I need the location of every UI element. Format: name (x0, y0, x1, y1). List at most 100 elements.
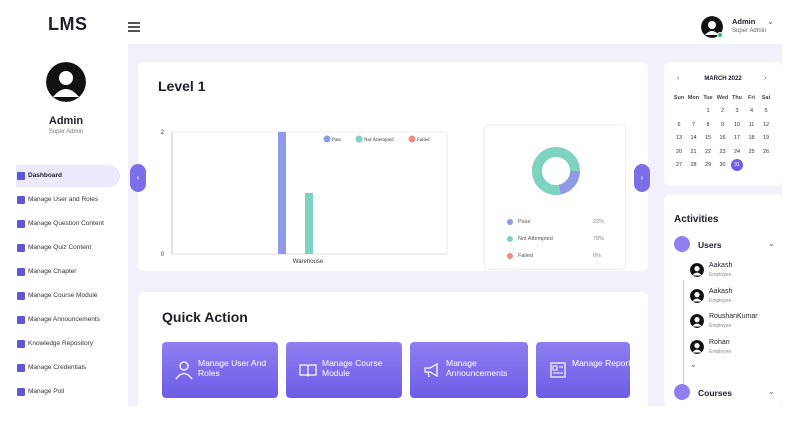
sidebar-item-manage-user-and-roles[interactable]: Manage User and Roles (16, 189, 120, 211)
avatar (690, 339, 704, 354)
sidebar-item-label: Manage Quiz Content (28, 244, 92, 251)
legend-label: Failed (518, 253, 533, 259)
calendar-weekday: Thu (731, 95, 743, 101)
donut-slice-not-attempted (532, 147, 580, 195)
calendar-day[interactable]: 15 (704, 135, 712, 141)
calendar-day[interactable]: 6 (677, 121, 681, 128)
calendar-day[interactable]: 29 (704, 162, 712, 168)
calendar-day[interactable]: 14 (690, 135, 697, 141)
calendar-day[interactable]: 7 (691, 121, 696, 128)
user-role: Employee (709, 323, 732, 329)
courses-icon (674, 384, 690, 400)
nav-icon (17, 172, 25, 180)
donut-chart-panel: Pass 22% Not Attempted 78% Failed 0% (484, 124, 626, 270)
activity-user-item[interactable]: Aakash Employee (690, 260, 780, 280)
calendar-day[interactable]: 25 (748, 148, 755, 155)
calendar-day[interactable]: 23 (719, 148, 726, 155)
legend-label: Failed (417, 138, 430, 143)
profile-name: Admin (48, 115, 84, 127)
sidebar-item-knowledge-repository[interactable]: Knowledge Repository (16, 333, 120, 355)
calendar-day[interactable]: 16 (719, 135, 726, 141)
sidebar-item-manage-announcements[interactable]: Manage Announcements (16, 309, 120, 331)
manage-course-module-button[interactable]: Manage Course Module (286, 342, 402, 398)
avatar (690, 314, 704, 328)
chevron-down-icon[interactable]: ⌄ (768, 387, 775, 396)
calendar-day[interactable]: 3 (735, 108, 739, 114)
nav-icon (17, 268, 25, 276)
calendar-day[interactable]: 21 (690, 148, 697, 155)
legend-percent: 78% (593, 236, 605, 242)
app-logo: LMS (48, 14, 88, 34)
activity-user-item[interactable]: RoushanKumar Employee (690, 311, 780, 331)
calendar-day[interactable]: 24 (733, 148, 741, 155)
calendar-day[interactable]: 10 (733, 121, 741, 128)
calendar-day[interactable]: 18 (748, 135, 755, 141)
legend-percent: 22% (593, 219, 605, 225)
calendar-day[interactable]: 17 (733, 135, 741, 141)
y-tick-label: 0 (161, 252, 165, 258)
sidebar-item-label: Dashboard (28, 172, 62, 179)
calendar-day[interactable]: 5 (764, 108, 768, 114)
expand-more-icon[interactable]: ⌄ (690, 360, 697, 369)
courses-section-label[interactable]: Courses (698, 388, 733, 398)
user-role: Super Admin (732, 28, 767, 34)
sidebar-item-dashboard[interactable]: Dashboard (16, 165, 120, 187)
donut-slice-pass (558, 170, 580, 195)
calendar-day[interactable]: 27 (675, 162, 683, 168)
calendar-day[interactable]: 19 (762, 135, 770, 141)
sidebar-item-label: Manage Poll (28, 388, 65, 395)
calendar-day[interactable]: 22 (704, 148, 712, 155)
legend-swatch (323, 135, 331, 143)
calendar-weekday: Sat (761, 95, 771, 101)
next-arrow-button[interactable]: › (634, 164, 650, 192)
user-menu[interactable]: Admin Super Admin ⌄ (701, 16, 781, 38)
calendar-day[interactable]: 31 (731, 159, 743, 171)
menu-icon[interactable] (128, 22, 140, 32)
chevron-down-icon[interactable]: ⌄ (768, 239, 775, 248)
calendar-day[interactable]: 13 (675, 135, 683, 141)
calendar-weekday: Sun (673, 95, 685, 101)
activity-user-item[interactable]: Aakash Employee (690, 286, 780, 306)
legend-label: Not Attempted (364, 138, 394, 143)
nav-icon (17, 196, 25, 204)
calendar-day[interactable]: 20 (675, 148, 683, 155)
manage-announcements-button[interactable]: Manage Announcements (410, 342, 528, 398)
level-card: Level 1 Pass Not Attempted Failed 0 2 Warehou… (138, 62, 648, 271)
users-section-label[interactable]: Users (698, 240, 722, 250)
sidebar-item-manage-credentials[interactable]: Manage Credentials (16, 357, 120, 379)
calendar-day[interactable]: 11 (748, 121, 755, 128)
calendar-weekday: Fri (747, 95, 756, 101)
calendar-next-icon[interactable]: › (764, 75, 767, 82)
user-name: Admin (732, 17, 756, 26)
activity-user-item[interactable]: Rohan Employee (690, 337, 780, 357)
legend-swatch (507, 236, 513, 242)
user-name: RoushanKumar (709, 313, 758, 320)
prev-arrow-button[interactable]: ‹ (130, 164, 146, 192)
sidebar-item-manage-poll[interactable]: Manage Poll (16, 381, 120, 403)
online-status-icon (717, 32, 723, 38)
calendar-day[interactable]: 1 (706, 108, 710, 114)
calendar-day[interactable]: 4 (749, 108, 754, 114)
sidebar-item-manage-chapter[interactable]: Manage Chapter (16, 261, 120, 283)
sidebar-item-manage-quiz-content[interactable]: Manage Quiz Content (16, 237, 120, 259)
calendar-day[interactable]: 30 (719, 162, 726, 168)
calendar-day[interactable]: 9 (720, 121, 725, 128)
user-name: Rohan (709, 338, 730, 346)
manage-user-roles-button[interactable]: Manage User And Roles (162, 342, 278, 398)
sidebar-item-manage-question-content[interactable]: Manage Question Content (16, 213, 120, 235)
calendar-day[interactable]: 8 (706, 121, 710, 128)
chevron-down-icon[interactable]: ⌄ (767, 17, 774, 26)
calendar-prev-icon[interactable]: ‹ (677, 75, 680, 82)
calendar-day[interactable]: 12 (762, 121, 770, 128)
sidebar-item-manage-course-module[interactable]: Manage Course Module (16, 285, 120, 307)
report-icon (550, 362, 566, 378)
manage-reports-button[interactable]: Manage Reports (536, 342, 635, 398)
timeline-line (683, 280, 684, 400)
profile-role: Super Admin (48, 129, 84, 135)
calendar-day[interactable]: 2 (720, 108, 725, 114)
calendar-day[interactable]: 28 (690, 162, 697, 168)
nav-icon (17, 316, 25, 324)
sidebar-item-label: Manage Credentials (28, 364, 87, 371)
calendar-day[interactable]: 26 (762, 148, 770, 155)
legend-label: Pass (332, 138, 341, 143)
